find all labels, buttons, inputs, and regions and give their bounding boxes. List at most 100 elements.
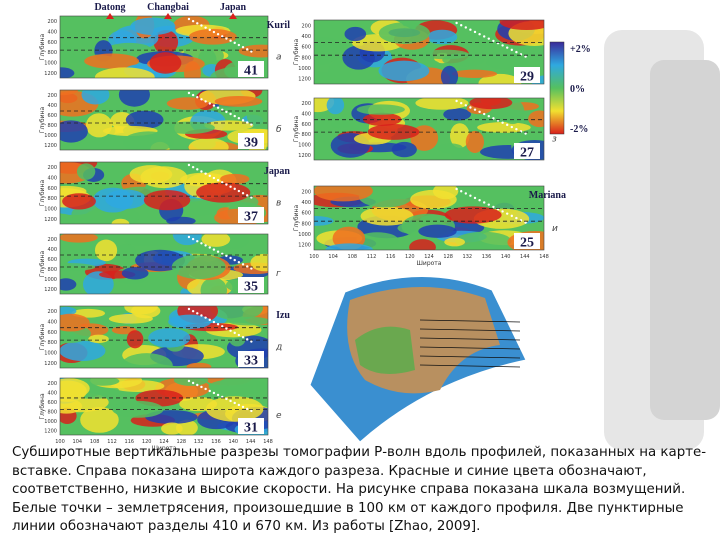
anomaly [125, 110, 164, 129]
depth-tick-label: 800 [47, 196, 57, 202]
quake [524, 221, 527, 224]
depth-axis-label: Глубина [39, 107, 46, 134]
quake [464, 104, 467, 107]
anomaly [166, 216, 196, 224]
tomography-panel [314, 20, 544, 84]
lat-tick-label: 100 [55, 439, 65, 445]
volcano-marker [106, 13, 114, 19]
quake [204, 316, 207, 319]
quake [501, 121, 504, 124]
quake [187, 235, 191, 239]
depth-axis-label: Глубина [39, 393, 46, 420]
anomaly [356, 104, 405, 115]
panel-frame [313, 185, 545, 251]
quake [204, 244, 207, 247]
panel-number: 31 [244, 421, 258, 436]
panel-letter: и [552, 224, 558, 234]
anomaly [188, 28, 237, 45]
anomaly [214, 96, 263, 107]
anomaly [168, 314, 212, 329]
depth-tick-label: 200 [301, 23, 311, 29]
anomaly [362, 112, 402, 126]
quake [196, 168, 199, 171]
depth-tick-label: 1000 [298, 232, 311, 238]
panel-frame [59, 233, 269, 295]
anomaly [60, 313, 90, 332]
anomaly [330, 120, 351, 129]
anomaly [314, 71, 341, 84]
anomaly [126, 330, 144, 349]
anomaly [227, 316, 268, 326]
depth-tick-label: 1000 [298, 66, 311, 72]
anomaly [60, 380, 87, 402]
region-label: Japan [264, 166, 291, 177]
depth-tick-label: 200 [301, 101, 311, 107]
quake [191, 237, 195, 241]
quake [221, 252, 224, 255]
quake [221, 181, 224, 184]
colorbar [549, 41, 565, 135]
depth-tick-label: 200 [47, 309, 57, 315]
panel-letter: з [552, 134, 557, 144]
panel-letter: е [276, 411, 282, 421]
anomaly [208, 378, 268, 395]
quake [233, 258, 236, 262]
number-box [238, 61, 264, 77]
quake [208, 102, 211, 105]
depth-tick-label: 800 [47, 50, 57, 56]
depth-tick-label: 1200 [298, 243, 311, 249]
quake [191, 19, 195, 23]
quake [233, 114, 236, 118]
quake [200, 24, 203, 27]
quake [204, 172, 207, 175]
quake [196, 383, 199, 387]
depth-tick-label: 600 [47, 400, 57, 406]
quake [515, 216, 518, 220]
quake [187, 307, 191, 311]
lat-tick-label: 148 [263, 439, 273, 445]
anomaly [366, 76, 392, 84]
lat-tick-label: 104 [328, 254, 338, 260]
depth-tick-label: 1200 [298, 77, 311, 83]
panel-number: 41 [244, 64, 258, 79]
anomaly [60, 120, 88, 143]
quake [237, 117, 241, 120]
quake [216, 393, 220, 397]
quake [225, 110, 228, 114]
volcano-marker [229, 13, 237, 19]
quake [469, 194, 472, 197]
colorbar-label: +2% [570, 44, 591, 55]
lat-tick-label: 136 [482, 254, 492, 260]
quake [469, 106, 472, 109]
anomaly [326, 98, 345, 115]
depth-tick-label: 800 [301, 55, 311, 61]
depth-tick-label: 1000 [44, 61, 57, 67]
anomaly [465, 130, 485, 154]
map-land [355, 326, 415, 374]
anomaly [111, 218, 130, 224]
profile-line [419, 328, 521, 332]
anomaly [378, 22, 430, 44]
depth-tick-label: 1200 [298, 153, 311, 159]
panel-number: 35 [244, 280, 258, 295]
anomaly [60, 234, 98, 243]
anomaly [415, 98, 469, 110]
anomaly [205, 396, 264, 422]
depth-axis-label: Глубина [39, 34, 46, 61]
anomaly [391, 141, 417, 158]
depth-tick-label: 1000 [44, 351, 57, 357]
depth-tick-label: 1000 [298, 143, 311, 149]
quake [225, 254, 228, 258]
anomaly [427, 29, 458, 45]
lat-tick-label: 132 [194, 439, 204, 445]
number-box [238, 351, 264, 367]
anomaly [171, 254, 226, 280]
quake [237, 333, 241, 337]
anomaly [60, 278, 77, 291]
quake [515, 50, 518, 54]
number-box [238, 277, 264, 293]
anomaly [200, 277, 228, 294]
quake [246, 338, 249, 341]
quake [241, 46, 245, 49]
